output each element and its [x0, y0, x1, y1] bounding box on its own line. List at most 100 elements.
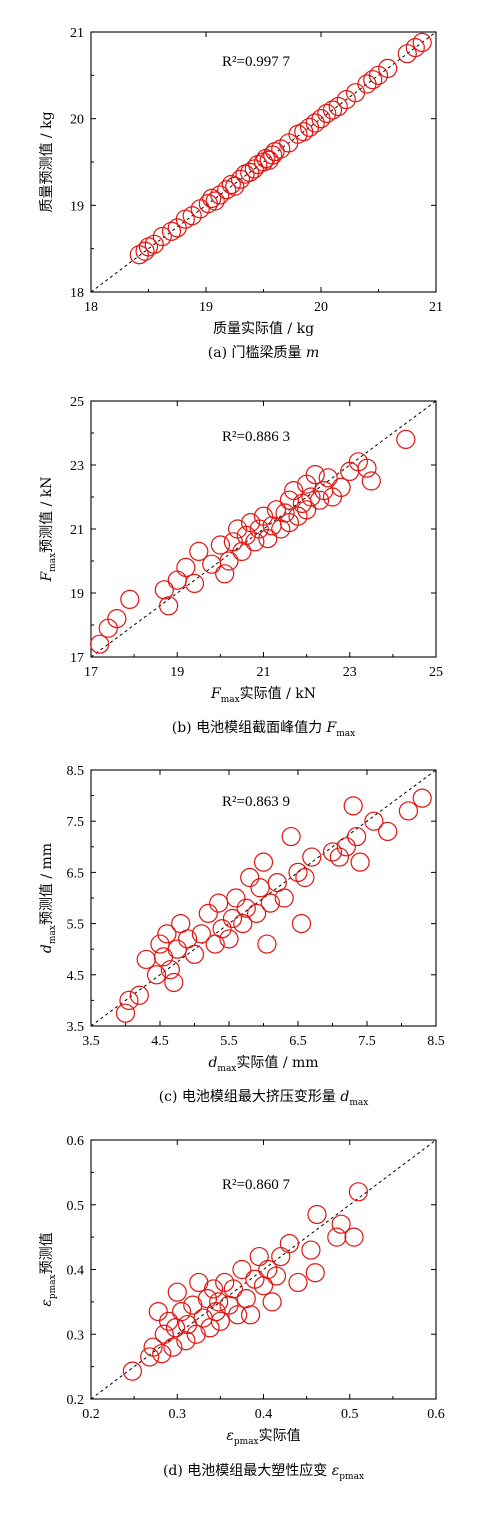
data-point — [90, 634, 110, 654]
data-point — [271, 1246, 291, 1267]
data-point — [357, 458, 377, 478]
data-point — [258, 528, 278, 549]
data-point — [159, 1311, 179, 1331]
data-point — [115, 1003, 136, 1023]
data-point — [222, 908, 243, 929]
data-point — [144, 234, 164, 254]
y-tick-label: 19 — [70, 587, 84, 602]
r-squared-label: R²=0.863 9 — [222, 794, 290, 810]
data-point — [240, 1305, 261, 1325]
data-point — [318, 468, 338, 488]
data-point — [328, 96, 348, 117]
data-point — [189, 1272, 209, 1293]
data-point — [247, 903, 267, 923]
y-tick-label: 0.5 — [67, 1199, 85, 1214]
data-point — [405, 37, 425, 58]
data-point — [297, 500, 317, 520]
data-point — [212, 919, 232, 939]
data-point — [161, 221, 182, 241]
data-point — [184, 944, 205, 964]
data-point — [249, 1246, 269, 1267]
data-point — [198, 903, 218, 923]
data-point — [305, 1263, 325, 1283]
x-tick-label: 0.5 — [341, 1407, 359, 1422]
data-point — [253, 1276, 274, 1296]
data-point — [398, 801, 418, 821]
data-point — [305, 465, 325, 485]
data-point — [250, 878, 270, 898]
x-tick-label: 8.5 — [427, 1034, 445, 1049]
x-tick-label: 0.3 — [169, 1407, 187, 1422]
data-point — [182, 206, 202, 226]
data-point — [150, 934, 170, 954]
data-point — [205, 191, 225, 211]
data-point — [154, 580, 174, 600]
data-point — [164, 972, 184, 993]
y-tick-label: 4.5 — [67, 969, 85, 984]
data-point — [233, 913, 253, 934]
data-point — [331, 477, 351, 497]
data-point — [221, 174, 241, 195]
data-point — [219, 551, 239, 571]
data-point — [171, 1301, 192, 1322]
data-point — [240, 162, 260, 182]
data-point — [157, 924, 177, 944]
data-point — [329, 847, 349, 867]
data-point — [344, 1227, 364, 1247]
x-tick-label: 21 — [429, 300, 443, 315]
x-tick-label: 7.5 — [358, 1034, 376, 1049]
data-point — [159, 596, 179, 616]
data-point — [228, 1305, 248, 1325]
r-squared-label: R²=0.860 7 — [222, 1177, 290, 1193]
data-point — [122, 1361, 142, 1381]
data-point — [176, 1331, 196, 1351]
data-point — [215, 564, 235, 584]
data-point — [331, 1214, 351, 1234]
data-point — [253, 852, 274, 872]
y-tick-label: 5.5 — [67, 918, 85, 933]
data-point — [107, 608, 127, 629]
data-point — [301, 1240, 321, 1260]
data-point — [327, 1227, 347, 1247]
data-point — [288, 862, 308, 883]
y-tick-label: 19 — [70, 199, 84, 214]
y-axis-label: 质量预测值 / kg — [39, 111, 55, 212]
data-point — [288, 1272, 308, 1293]
data-point — [148, 1301, 168, 1322]
data-point — [189, 541, 209, 562]
figure-caption: (a) 门槛梁质量 m — [208, 345, 319, 361]
y-tick-label: 21 — [70, 523, 84, 538]
x-axis-label: 质量实际值 / kg — [213, 321, 314, 337]
x-tick-label: 0.2 — [82, 1407, 100, 1422]
data-point — [266, 1266, 287, 1286]
data-point — [295, 867, 315, 888]
data-point — [219, 929, 239, 949]
data-point — [240, 867, 260, 888]
data-point — [271, 139, 291, 159]
data-point — [301, 487, 321, 507]
data-point — [348, 1182, 368, 1202]
x-axis-label: εpmax实际值 — [226, 1428, 300, 1447]
data-point — [120, 589, 140, 610]
data-point — [302, 847, 322, 867]
y-tick-label: 23 — [70, 459, 84, 474]
y-axis-label: εpmax预测值 — [39, 1232, 58, 1306]
data-point — [136, 949, 156, 970]
y-tick-label: 0.2 — [67, 1393, 85, 1408]
r-squared-label: R²=0.886 3 — [222, 429, 290, 445]
data-point — [232, 1259, 252, 1280]
x-tick-label: 19 — [199, 300, 213, 315]
y-tick-label: 21 — [70, 26, 84, 41]
y-tick-label: 18 — [70, 286, 84, 301]
data-point — [275, 503, 295, 523]
data-point — [307, 1204, 327, 1225]
data-point — [186, 1324, 206, 1344]
data-point — [257, 934, 277, 954]
x-tick-label: 6.5 — [289, 1034, 307, 1049]
data-point — [210, 185, 230, 205]
data-point — [343, 796, 363, 816]
x-tick-label: 0.6 — [427, 1407, 445, 1422]
data-point — [322, 100, 343, 120]
data-point — [336, 837, 356, 857]
